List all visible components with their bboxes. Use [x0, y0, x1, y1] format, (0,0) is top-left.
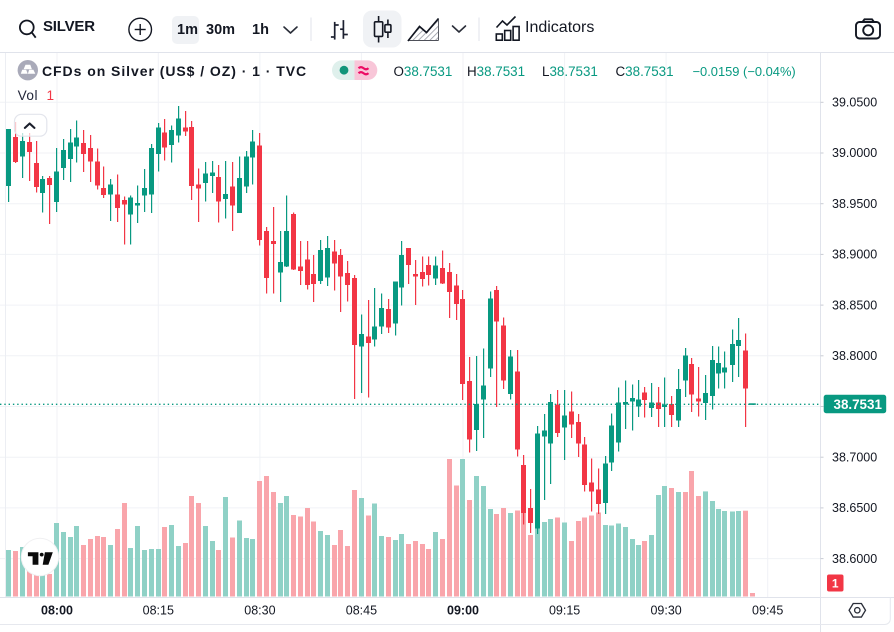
svg-text:38.8500: 38.8500 — [832, 298, 877, 312]
svg-text:08:45: 08:45 — [346, 604, 377, 618]
svg-text:1: 1 — [832, 576, 839, 590]
svg-text:08:15: 08:15 — [143, 604, 174, 618]
svg-text:08:00: 08:00 — [41, 604, 73, 618]
svg-text:38.6000: 38.6000 — [832, 552, 877, 566]
svg-text:09:45: 09:45 — [752, 604, 783, 618]
svg-text:09:15: 09:15 — [549, 604, 580, 618]
svg-text:38.9500: 38.9500 — [832, 197, 877, 211]
svg-text:09:00: 09:00 — [447, 604, 479, 618]
svg-text:38.7000: 38.7000 — [832, 450, 877, 464]
svg-text:38.6500: 38.6500 — [832, 501, 877, 515]
svg-text:38.9000: 38.9000 — [832, 248, 877, 262]
svg-text:09:30: 09:30 — [650, 604, 681, 618]
svg-text:39.0500: 39.0500 — [832, 96, 877, 110]
svg-text:08:30: 08:30 — [244, 604, 275, 618]
svg-text:38.8000: 38.8000 — [832, 349, 877, 363]
svg-text:38.7531: 38.7531 — [834, 397, 883, 412]
svg-text:39.0000: 39.0000 — [832, 146, 877, 160]
